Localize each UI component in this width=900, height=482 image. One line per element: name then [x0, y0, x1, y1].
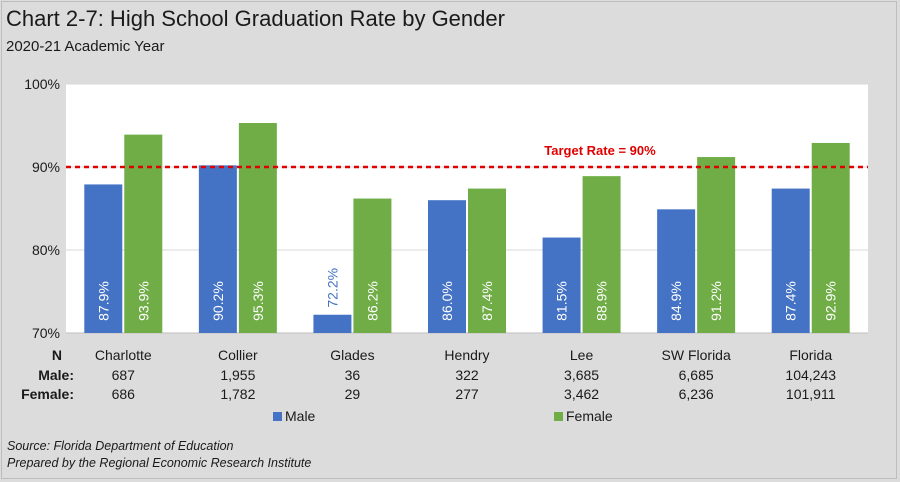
table-cell: 277: [455, 386, 479, 402]
data-label: 92.9%: [823, 281, 839, 321]
table-cell: 322: [455, 367, 479, 383]
legend-swatch-male: [273, 412, 282, 421]
table-cell: 3,462: [564, 386, 599, 402]
table-cell: 1,782: [220, 386, 255, 402]
bar-male: [428, 200, 466, 333]
y-tick-label: 70%: [32, 325, 60, 341]
data-label: 93.9%: [135, 281, 151, 321]
legend-swatch-female: [554, 412, 563, 421]
y-axis-ticks: 70% 80% 90% 100%: [24, 76, 60, 341]
bar-male: [313, 314, 352, 333]
data-label: 95.3%: [250, 281, 266, 321]
table-cell: 1,955: [220, 367, 255, 383]
y-tick-label: 100%: [24, 76, 60, 92]
data-table: N Male: 687 1,955 36 322 3,685 6,685 104,243 Fema…: [21, 347, 836, 402]
category-label: Florida: [789, 347, 832, 363]
data-label: 91.2%: [708, 281, 724, 321]
target-label: Target Rate = 90%: [544, 143, 656, 158]
plot-area: [66, 84, 868, 333]
y-tick-label: 90%: [32, 159, 60, 175]
category-labels: Charlotte Collier Glades Hendry Lee SW Florid…: [95, 347, 832, 363]
credit-line: Prepared by the Regional Economic Resear…: [7, 456, 312, 470]
table-cell: 29: [345, 386, 361, 402]
legend: Male Female: [273, 408, 613, 424]
legend-label: Male: [285, 408, 316, 424]
data-label: 90.2%: [210, 281, 226, 321]
data-label: 81.5%: [554, 281, 570, 321]
table-cell: 687: [112, 367, 136, 383]
bars: 87.9% 93.9% 90.2% 95.3% 72.2% 86.2% 86.0% 87.4%…: [84, 123, 850, 333]
data-label: 86.0%: [439, 281, 455, 321]
data-label: 87.4%: [783, 281, 799, 321]
bar-female: [468, 188, 506, 333]
category-label: Glades: [330, 347, 374, 363]
table-cell: 6,685: [679, 367, 714, 383]
data-label: 72.2%: [324, 268, 340, 308]
bar-female: [811, 142, 850, 333]
data-label: 84.9%: [668, 281, 684, 321]
bar-female: [582, 176, 621, 333]
category-label: SW Florida: [662, 347, 731, 363]
data-label: 87.9%: [95, 281, 111, 321]
table-cell: 101,911: [786, 386, 836, 402]
target-line-group: Target Rate = 90%: [66, 143, 868, 169]
chart-subtitle: 2020-21 Academic Year: [6, 38, 165, 55]
y-tick-label: 80%: [32, 242, 60, 258]
data-label: 88.9%: [594, 281, 610, 321]
table-cell: 6,236: [679, 386, 714, 402]
bar-male: [198, 165, 237, 333]
table-row-label: Female:: [21, 386, 74, 402]
table-header-n: N: [52, 347, 62, 363]
source-line: Source: Florida Department of Education: [7, 439, 234, 453]
table-cell: 104,243: [785, 367, 836, 383]
table-row-label: Male:: [38, 367, 74, 383]
bar-female: [238, 123, 277, 333]
bar-male: [84, 184, 123, 333]
table-cell: 686: [112, 386, 136, 402]
bar-male: [771, 188, 810, 333]
bar-male: [657, 209, 696, 333]
bar-female: [353, 198, 392, 333]
source-note: Source: Florida Department of Education …: [7, 438, 311, 472]
data-label: 86.2%: [364, 281, 380, 321]
table-cell: 3,685: [564, 367, 599, 383]
bar-male: [542, 237, 581, 333]
category-label: Hendry: [444, 347, 489, 363]
bar-female: [697, 157, 736, 333]
category-label: Collier: [218, 347, 258, 363]
chart-title: Chart 2-7: High School Graduation Rate b…: [6, 6, 505, 31]
legend-label: Female: [566, 408, 613, 424]
category-label: Charlotte: [95, 347, 152, 363]
data-label: 87.4%: [479, 281, 495, 321]
category-label: Lee: [570, 347, 594, 363]
table-cell: 36: [345, 367, 361, 383]
